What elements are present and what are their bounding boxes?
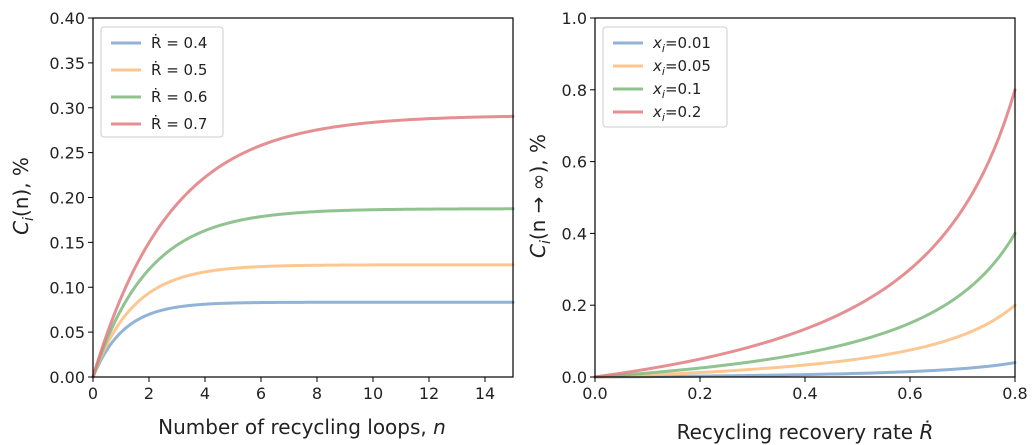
y-tick-label: 0.15 <box>49 233 85 252</box>
legend-label-4: xi=0.2 <box>652 103 701 124</box>
x-tick-label: 0.2 <box>687 384 712 403</box>
legend: Ṙ = 0.4 Ṙ = 0.5 Ṙ = 0.6 Ṙ = 0.7 <box>100 26 224 138</box>
y-axis-label-right: Ci(n → ∞), % <box>526 134 554 258</box>
legend-label-2: xi=0.05 <box>652 57 711 78</box>
y-tick-label: 0.30 <box>49 99 85 118</box>
series-line-4 <box>593 88 1017 379</box>
y-tick-label: 0.35 <box>49 54 85 73</box>
series-line-4 <box>91 114 515 379</box>
y-tick-label: 0.05 <box>49 323 85 342</box>
y-tick-label: 0.6 <box>562 153 587 172</box>
legend-label-3: Ṙ = 0.6 <box>151 87 207 106</box>
x-tick-label: 14 <box>475 384 495 403</box>
x-tick-label: 10 <box>363 384 383 403</box>
legend-box <box>602 26 728 128</box>
series-line-2 <box>593 303 1017 379</box>
legend-label-4: Ṙ = 0.7 <box>151 114 207 133</box>
series-line-3 <box>593 231 1017 379</box>
x-tick-label: 0.0 <box>582 384 607 403</box>
series-line-3 <box>91 207 515 379</box>
x-tick-label: 0.4 <box>792 384 817 403</box>
y-tick-label: 0.40 <box>49 9 85 28</box>
y-tick-label: 0.2 <box>562 296 587 315</box>
x-tick-label: 0.8 <box>1002 384 1027 403</box>
y-tick-label: 0.0 <box>562 368 587 387</box>
y-tick-label: 1.0 <box>562 9 587 28</box>
x-tick-label: 12 <box>419 384 439 403</box>
x-axis-label-right: Recycling recovery rate Ṙ <box>677 420 934 444</box>
legend-label-1: xi=0.01 <box>652 34 711 55</box>
legend-label-3: xi=0.1 <box>652 80 701 101</box>
x-tick-label: 0.6 <box>897 384 922 403</box>
y-tick-label: 0.4 <box>562 224 587 243</box>
x-tick-label: 8 <box>312 384 322 403</box>
y-tick-label: 0.8 <box>562 81 587 100</box>
series-line-2 <box>91 263 515 379</box>
x-tick-label: 4 <box>200 384 210 403</box>
y-tick-label: 0.25 <box>49 144 85 163</box>
y-tick-label: 0.00 <box>49 368 85 387</box>
y-axis-label-left: Ci(n), % <box>9 157 37 235</box>
y-tick-label: 0.10 <box>49 278 85 297</box>
plot-area-right: 0.0 0.2 0.4 0.6 0.8 0.0 0.2 0.4 0.6 0.8 1.0 xi=0.01… <box>562 9 1028 403</box>
x-tick-label: 0 <box>88 384 98 403</box>
legend-label-2: Ṙ = 0.5 <box>151 60 207 79</box>
x-tick-label: 6 <box>256 384 266 403</box>
chart-recycling-loops: 0 2 4 6 8 10 12 14 0.00 0.05 0.10 0.15 0.20 0.25 0.30 0… <box>9 9 515 439</box>
y-tick-label: 0.20 <box>49 189 85 208</box>
chart-recovery-rate: 0.0 0.2 0.4 0.6 0.8 0.0 0.2 0.4 0.6 0.8 1.0 xi=0.01… <box>526 9 1028 444</box>
x-tick-label: 2 <box>144 384 154 403</box>
plot-area-left: 0 2 4 6 8 10 12 14 0.00 0.05 0.10 0.15 0.20 0.25 0.30 0… <box>49 9 515 403</box>
legend-label-1: Ṙ = 0.4 <box>151 33 207 52</box>
x-axis-label-left: Number of recycling loops, n <box>158 415 446 439</box>
series-line-1 <box>91 300 515 379</box>
legend-box <box>100 26 224 138</box>
